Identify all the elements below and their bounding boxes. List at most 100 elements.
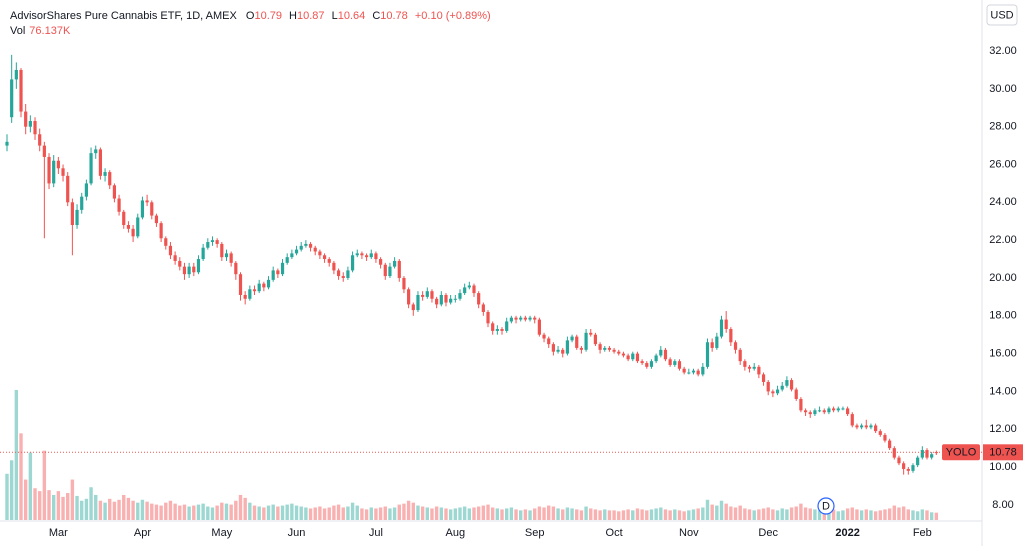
ohlc-letter: O bbox=[246, 10, 255, 22]
candle-body bbox=[369, 253, 373, 258]
candle-body bbox=[145, 200, 149, 203]
volume-bar bbox=[659, 507, 663, 520]
candle-body bbox=[547, 338, 551, 345]
volume-bar bbox=[743, 508, 747, 520]
candle-body bbox=[24, 111, 28, 127]
volume-bar bbox=[350, 502, 355, 520]
volume-bar bbox=[448, 509, 453, 520]
volume-bar bbox=[841, 510, 845, 520]
volume-bar bbox=[747, 509, 752, 520]
volume-bar bbox=[873, 511, 878, 520]
volume-bar bbox=[775, 510, 780, 520]
y-tick-label: 30.00 bbox=[989, 83, 1017, 95]
candle-body bbox=[869, 425, 873, 428]
volume-bar bbox=[19, 433, 23, 520]
volume-bar bbox=[901, 506, 906, 520]
candle-body bbox=[122, 211, 126, 226]
candle-body bbox=[243, 294, 247, 299]
volume-bar bbox=[220, 502, 224, 520]
candle-body bbox=[495, 329, 499, 331]
candle-body bbox=[920, 450, 924, 458]
candle-body bbox=[640, 361, 644, 364]
candle-body bbox=[397, 260, 401, 278]
volume-bar bbox=[785, 509, 789, 520]
volume-bar bbox=[649, 509, 654, 520]
volume-title: Vol bbox=[10, 25, 25, 37]
volume-bar bbox=[341, 507, 345, 520]
volume-bar bbox=[827, 510, 831, 520]
candle-body bbox=[841, 408, 845, 410]
candle-body bbox=[906, 468, 910, 471]
volume-bar bbox=[575, 509, 579, 520]
candle-body bbox=[757, 366, 761, 375]
close-value: 10.78 bbox=[380, 10, 408, 22]
candle-body bbox=[645, 363, 649, 367]
candle-body bbox=[280, 262, 285, 275]
volume-bar bbox=[98, 500, 103, 520]
x-tick-label: 2022 bbox=[835, 527, 859, 539]
candle-body bbox=[799, 398, 803, 411]
volume-bar bbox=[56, 491, 61, 520]
volume-bar bbox=[687, 510, 691, 520]
candle-body bbox=[570, 336, 574, 341]
currency-box[interactable] bbox=[986, 4, 1018, 26]
volume-bar bbox=[500, 509, 504, 520]
candle-body bbox=[710, 342, 714, 348]
volume-bar bbox=[766, 507, 770, 520]
volume-bar bbox=[547, 505, 551, 520]
volume-bar bbox=[402, 503, 406, 520]
event-label: D bbox=[822, 500, 830, 512]
volume-bar bbox=[710, 504, 714, 520]
low-value: 10.64 bbox=[338, 10, 366, 22]
candle-body bbox=[308, 243, 313, 248]
volume-bar bbox=[519, 510, 523, 520]
volume-bar bbox=[159, 505, 163, 520]
candle-body bbox=[789, 380, 794, 390]
volume-bar bbox=[42, 450, 47, 520]
volume-bar bbox=[196, 504, 201, 520]
candle-body bbox=[607, 347, 612, 350]
candle-body bbox=[523, 317, 527, 320]
volume-bar bbox=[215, 505, 219, 520]
volume-bar bbox=[673, 509, 677, 520]
symbol-tag: YOLO bbox=[946, 447, 977, 459]
candle-body bbox=[813, 410, 817, 415]
volume-bar bbox=[374, 508, 378, 520]
volume-bar bbox=[864, 509, 868, 520]
volume-bar bbox=[705, 499, 710, 520]
volume-bar bbox=[248, 502, 252, 520]
candle-body bbox=[346, 270, 350, 278]
ohlc-letter: H bbox=[289, 10, 297, 22]
volume-bar bbox=[691, 509, 696, 520]
event-marker bbox=[817, 497, 835, 515]
candle-body bbox=[477, 293, 481, 305]
candle-body bbox=[402, 277, 406, 290]
volume-bar bbox=[299, 506, 303, 520]
volume-bar bbox=[752, 510, 756, 520]
volume-bar bbox=[122, 494, 126, 520]
symbol-tag-bg bbox=[942, 444, 980, 461]
volume-layer bbox=[5, 390, 939, 520]
volume-bar bbox=[486, 504, 490, 520]
candle-body bbox=[902, 463, 906, 469]
candle-body bbox=[318, 251, 322, 256]
candle-body bbox=[192, 266, 196, 273]
volume-bar bbox=[729, 506, 733, 520]
candle-body bbox=[463, 287, 467, 294]
price-tag: 10.78 bbox=[989, 447, 1017, 459]
volume-bar bbox=[383, 506, 387, 520]
y-tick-label: 20.00 bbox=[989, 272, 1017, 284]
candle-body bbox=[229, 253, 233, 263]
volume-bar bbox=[817, 510, 822, 520]
candle-body bbox=[444, 294, 448, 303]
candle-body bbox=[519, 317, 523, 320]
candle-body bbox=[542, 334, 546, 339]
volume-bar bbox=[280, 505, 285, 520]
candle-body bbox=[421, 294, 425, 297]
volume-bar bbox=[262, 507, 266, 520]
volume-bar bbox=[178, 505, 182, 520]
volume-bar bbox=[173, 503, 177, 520]
candle-body bbox=[715, 336, 719, 348]
candle-body bbox=[579, 347, 584, 350]
y-tick-label: 8.00 bbox=[992, 499, 1013, 511]
